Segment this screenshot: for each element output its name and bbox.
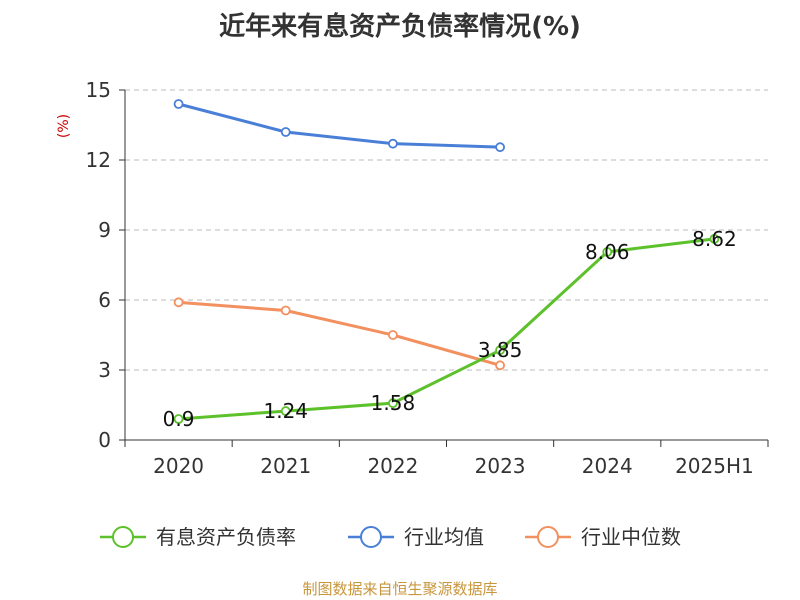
data-point <box>388 398 398 409</box>
legend-label: 行业均值 <box>404 525 484 549</box>
y-axis-unit: (%) <box>56 114 72 138</box>
legend-marker <box>360 526 382 548</box>
y-tick-label: 0 <box>98 428 111 452</box>
data-labels: 0.9 1.24 1.58 3.85 8.06 8.62 <box>163 227 737 431</box>
data-point <box>495 360 505 371</box>
legend-item[interactable]: 有息资产负债率 <box>100 525 296 549</box>
legend: 有息资产负债率 行业均值 行业中位数 <box>100 525 681 549</box>
y-tick-label: 15 <box>86 78 111 102</box>
legend-item[interactable]: 行业均值 <box>348 525 484 549</box>
data-label: 8.62 <box>692 227 737 251</box>
legend-marker <box>112 526 134 548</box>
data-point <box>173 297 184 308</box>
data-point <box>495 142 505 153</box>
data-point <box>173 414 184 424</box>
y-axis-ticks: 0 3 6 9 12 15 <box>86 78 125 452</box>
data-label: 3.85 <box>478 338 523 362</box>
chart-title: 近年来有息资产负债率情况(%) <box>219 11 581 42</box>
x-tick-label: 2025H1 <box>675 454 754 478</box>
y-tick-label: 9 <box>98 218 111 242</box>
data-point <box>495 345 505 356</box>
legend-label: 有息资产负债率 <box>156 525 296 549</box>
series-line <box>178 237 715 421</box>
data-point <box>602 247 613 257</box>
x-tick-label: 2022 <box>367 454 418 478</box>
data-point <box>280 305 291 316</box>
y-tick-label: 3 <box>98 358 111 382</box>
x-tick-label: 2020 <box>153 454 204 478</box>
x-tick-label: 2024 <box>582 454 633 478</box>
legend-marker <box>537 526 559 548</box>
data-label: 1.58 <box>371 391 416 415</box>
grid <box>125 89 768 371</box>
data-point <box>280 406 291 416</box>
data-point <box>388 138 398 149</box>
axes <box>124 90 768 441</box>
y-tick-label: 6 <box>98 288 111 312</box>
x-axis-ticks: 2020 2021 2022 2023 2024 2025H1 <box>124 440 769 478</box>
x-tick-label: 2023 <box>475 454 526 478</box>
data-label: 8.06 <box>585 240 630 264</box>
data-point <box>280 127 291 137</box>
legend-label: 行业中位数 <box>581 525 681 549</box>
series-line <box>178 102 501 149</box>
data-label: 0.9 <box>163 407 195 431</box>
series-line <box>178 300 501 367</box>
series-group <box>173 99 720 424</box>
data-point <box>709 233 720 244</box>
data-point <box>173 99 184 109</box>
y-tick-label: 12 <box>86 148 111 172</box>
data-label: 1.24 <box>263 399 308 423</box>
legend-item[interactable]: 行业中位数 <box>525 525 681 549</box>
data-point <box>388 330 398 340</box>
x-tick-label: 2021 <box>260 454 311 478</box>
source-note: 制图数据来自恒生聚源数据库 <box>302 580 497 598</box>
